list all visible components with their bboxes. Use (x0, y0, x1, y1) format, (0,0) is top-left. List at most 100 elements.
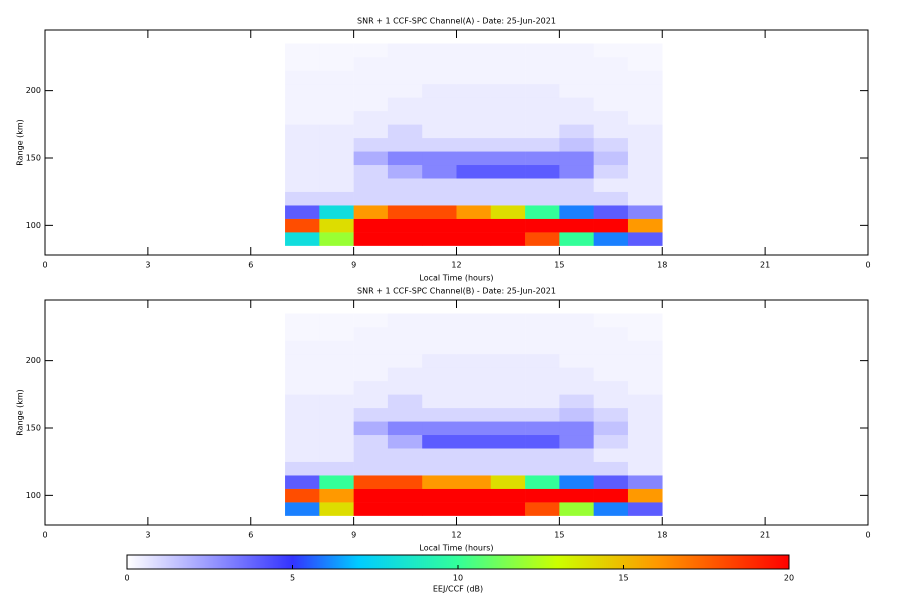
heatmap-cell (525, 178, 560, 192)
heatmap-cell (559, 110, 594, 125)
heatmap-cell (387, 56, 423, 71)
heatmap-cell (353, 83, 389, 98)
heatmap-cell (627, 164, 663, 179)
heatmap-cell (593, 313, 629, 328)
heatmap-cell (387, 394, 423, 409)
heatmap-cell (490, 97, 526, 112)
heatmap-cell (559, 124, 594, 139)
heatmap-cell (593, 394, 629, 409)
heatmap-cell (285, 421, 320, 436)
heatmap-cell (285, 110, 320, 125)
heatmap-cell (319, 70, 354, 85)
heatmap-cell (422, 137, 457, 152)
heatmap-cell (422, 191, 457, 206)
heatmap-cell (559, 164, 594, 179)
heatmap-cell (490, 232, 526, 246)
heatmap-cell (353, 70, 389, 85)
heatmap-cell (285, 394, 320, 409)
heatmap-cell (285, 191, 320, 206)
heatmap-cell (593, 502, 629, 516)
heatmap-cell (387, 367, 423, 382)
heatmap-cell (559, 461, 594, 476)
heatmap-cell (559, 367, 594, 382)
heatmap-cell (559, 56, 594, 71)
heatmap-cell (490, 313, 526, 328)
heatmap-cell (456, 83, 492, 98)
heatmap-cell (456, 448, 492, 462)
heatmap-cell (285, 434, 320, 449)
heatmap-cell (422, 353, 457, 368)
heatmap-cell (422, 164, 457, 179)
heatmap-cell (422, 110, 457, 125)
heatmap-cell (456, 164, 492, 179)
heatmap-cell (490, 110, 526, 125)
x-tick-label: 0 (865, 531, 870, 540)
y-tick-label: 200 (26, 86, 41, 95)
heatmap-cell (593, 434, 629, 449)
heatmap-cell (387, 205, 423, 219)
heatmap-cell (285, 353, 320, 368)
heatmap-cell (627, 353, 663, 368)
heatmap-cell (387, 70, 423, 85)
heatmap-cell (422, 394, 457, 409)
heatmap-cell (593, 340, 629, 355)
heatmap-cell (422, 380, 457, 395)
heatmap-cell (525, 340, 560, 355)
heatmap-cell (387, 110, 423, 125)
heatmap-cell (456, 407, 492, 422)
heatmap-cell (353, 394, 389, 409)
heatmap-cell (387, 461, 423, 476)
heatmap-cell (593, 407, 629, 422)
x-tick-label: 9 (351, 531, 356, 540)
x-tick-label: 18 (657, 531, 667, 540)
heatmap-cell (319, 488, 354, 503)
heatmap-cell (627, 205, 663, 219)
chart-title: SNR + 1 CCF-SPC Channel(B) - Date: 25-Ju… (357, 287, 556, 296)
heatmap-cell (319, 502, 354, 516)
heatmap-cell (353, 313, 389, 328)
heatmap-cell (319, 353, 354, 368)
heatmap-cell (559, 448, 594, 462)
heatmap-cell (422, 313, 457, 328)
heatmap-cell (387, 313, 423, 328)
heatmap-cell (353, 110, 389, 125)
heatmap-cell (559, 97, 594, 112)
heatmap-cell (422, 326, 457, 341)
heatmap-cell (525, 56, 560, 71)
heatmap-cell (319, 178, 354, 192)
heatmap-cell (353, 326, 389, 341)
heatmap-cell (422, 178, 457, 192)
heatmap-cell (627, 151, 663, 166)
heatmap-cell (456, 151, 492, 166)
heatmap-cell (422, 434, 457, 449)
x-tick-label: 21 (760, 531, 770, 540)
heatmap-cell (627, 97, 663, 112)
heatmap-cell (456, 124, 492, 139)
heatmap-cell (525, 97, 560, 112)
heatmap-cell (422, 56, 457, 71)
heatmap-cell (627, 461, 663, 476)
heatmap-cell (285, 218, 320, 233)
heatmap-cell (387, 164, 423, 179)
heatmap-cell (387, 124, 423, 139)
heatmap-cell (490, 461, 526, 476)
heatmap-cell (422, 448, 457, 462)
heatmap-cell (456, 191, 492, 206)
heatmap-cell (490, 407, 526, 422)
heatmap-cell (456, 178, 492, 192)
heatmap-cell (319, 448, 354, 462)
heatmap-cell (490, 367, 526, 382)
heatmap-cell (525, 380, 560, 395)
heatmap-cell (593, 151, 629, 166)
heatmap-cell (319, 83, 354, 98)
heatmap-cell (456, 56, 492, 71)
heatmap-cell (456, 380, 492, 395)
heatmap-cell (387, 488, 423, 503)
heatmap-cell (319, 421, 354, 436)
heatmap-cell (627, 124, 663, 139)
heatmap-cell (353, 367, 389, 382)
heatmap-cell (285, 178, 320, 192)
heatmap-cell (285, 70, 320, 85)
heatmap-cell (627, 56, 663, 71)
heatmap-cell (285, 461, 320, 476)
